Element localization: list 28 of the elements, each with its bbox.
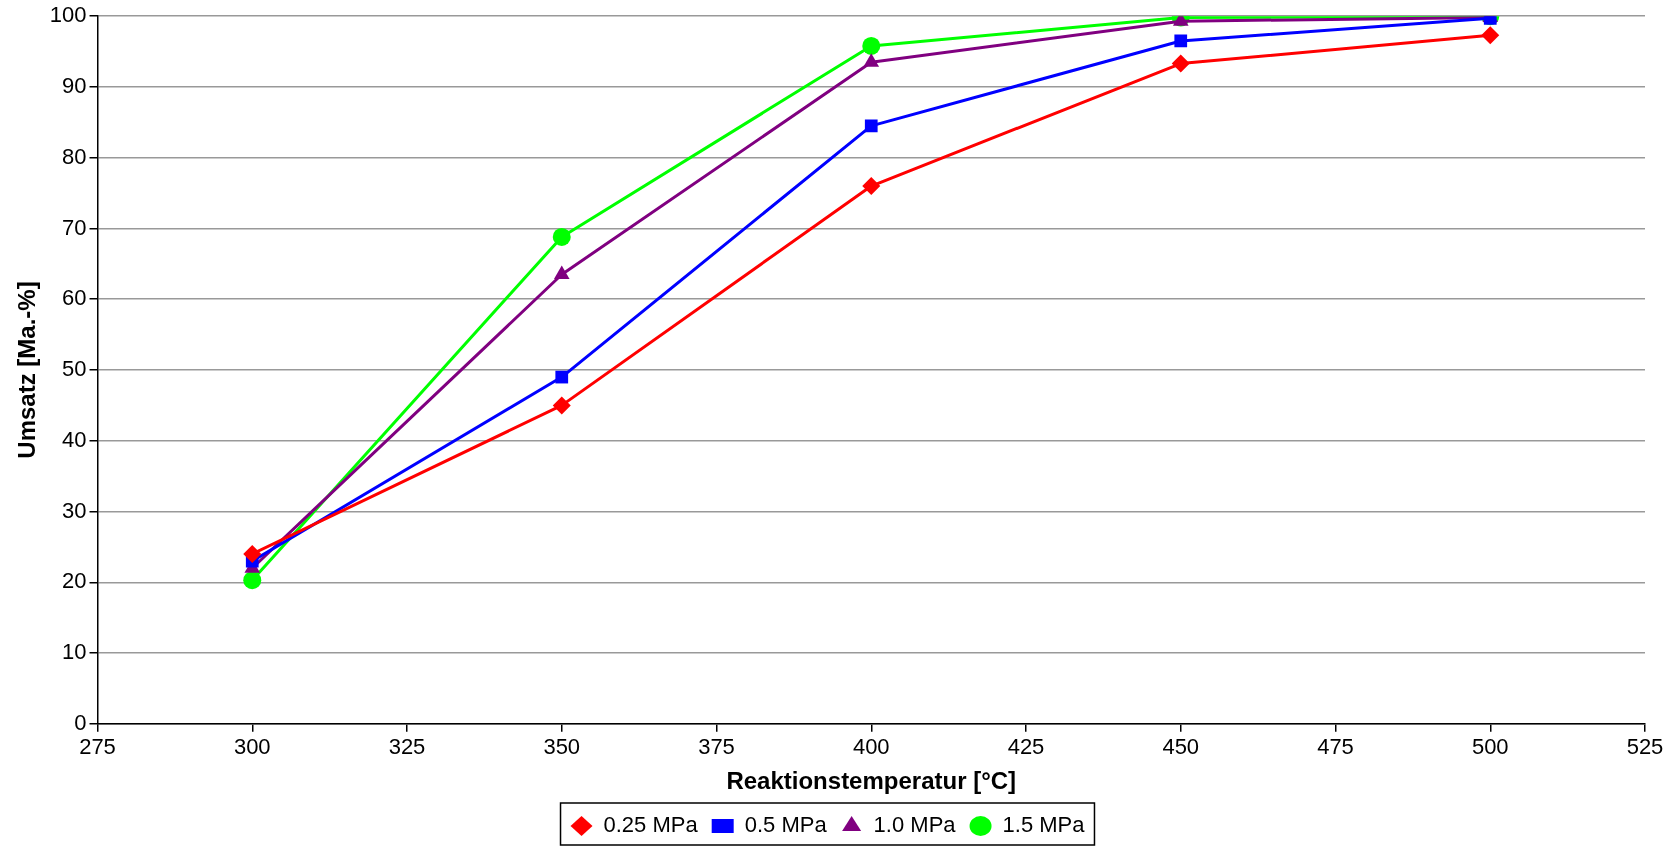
x-tick-label: 450	[1162, 734, 1200, 760]
y-tick-label: 100	[49, 2, 87, 28]
x-tick-label: 525	[1626, 734, 1664, 760]
y-tick-label: 10	[62, 639, 87, 665]
x-tick-label: 350	[543, 734, 581, 760]
y-tick-label: 20	[62, 568, 87, 594]
x-tick-label: 500	[1471, 734, 1509, 760]
y-tick-label: 40	[62, 426, 87, 452]
y-tick-label: 80	[62, 143, 87, 169]
y-axis-title: Umsatz [Ma.-%]	[13, 281, 41, 459]
x-tick-label: 300	[233, 734, 271, 760]
x-axis-title: Reaktionstemperatur [°C]	[726, 767, 1017, 795]
x-tick-label: 475	[1317, 734, 1354, 760]
y-tick-label: 30	[62, 497, 87, 523]
legend-label: 0.25 MPa	[603, 812, 699, 838]
x-tick-label: 400	[852, 734, 890, 760]
y-tick-label: 70	[62, 214, 87, 240]
legend-label: 1.0 MPa	[873, 812, 957, 838]
x-tick-label: 425	[1007, 734, 1045, 760]
legend-label: 1.5 MPa	[1002, 812, 1086, 838]
legend-label: 0.5 MPa	[744, 812, 828, 838]
x-tick-label: 375	[698, 734, 735, 760]
x-tick-label: 275	[79, 734, 116, 760]
y-tick-label: 60	[62, 285, 87, 311]
y-tick-label: 0	[74, 709, 87, 735]
y-tick-label: 90	[62, 73, 87, 99]
y-tick-label: 50	[62, 356, 87, 382]
x-tick-label: 325	[388, 734, 426, 760]
